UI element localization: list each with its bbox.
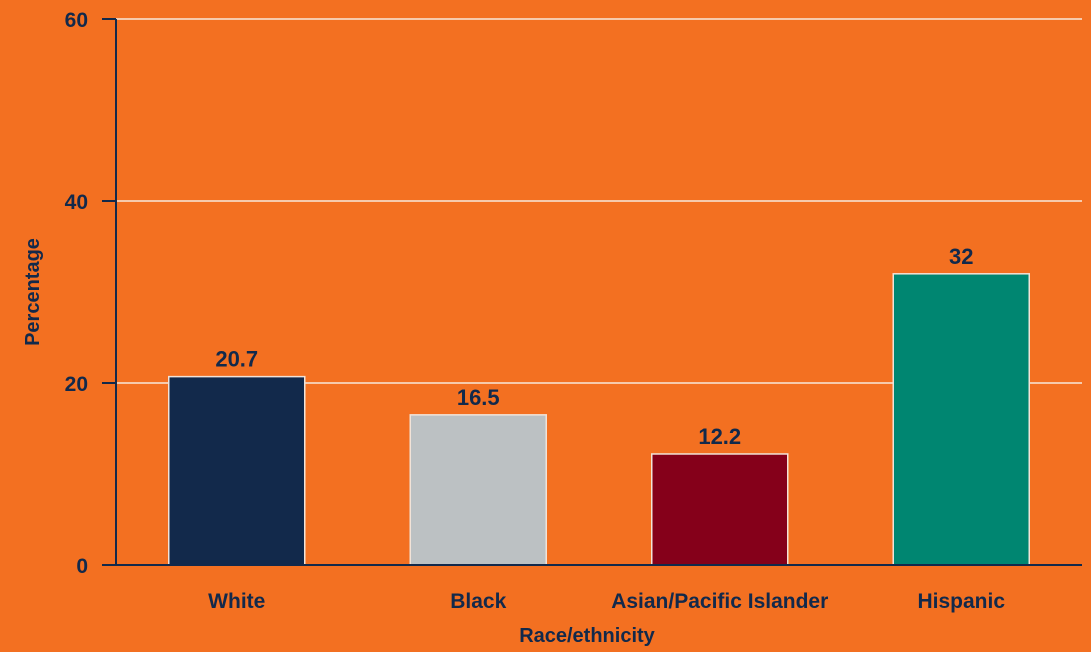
data-label: 16.5 — [457, 385, 500, 410]
x-tick-label: Black — [450, 590, 506, 613]
y-tick-label: 60 — [65, 9, 88, 32]
data-label: 32 — [949, 244, 973, 269]
x-tick-label: White — [208, 590, 265, 613]
data-label: 12.2 — [698, 424, 741, 449]
bars — [168, 273, 1030, 566]
axes — [102, 19, 1082, 566]
y-axis-title: Percentage — [22, 238, 44, 346]
y-tick-label: 40 — [65, 191, 88, 214]
bar — [651, 453, 789, 566]
x-tick-label: Asian/Pacific Islander — [611, 590, 828, 613]
x-tick-label: Hispanic — [917, 590, 1005, 613]
data-labels: 20.7 16.5 12.2 32 — [215, 244, 973, 449]
x-axis-title: Race/ethnicity — [519, 625, 655, 647]
y-tick-label: 0 — [76, 555, 88, 578]
y-tick-labels: 0 20 40 60 — [65, 9, 116, 578]
bar — [409, 414, 547, 566]
bar — [892, 273, 1030, 566]
y-tick-label: 20 — [65, 373, 88, 396]
bar — [168, 375, 306, 566]
data-label: 20.7 — [215, 347, 258, 372]
x-tick-labels: White Black Asian/Pacific Islander Hispanic — [208, 590, 1005, 613]
